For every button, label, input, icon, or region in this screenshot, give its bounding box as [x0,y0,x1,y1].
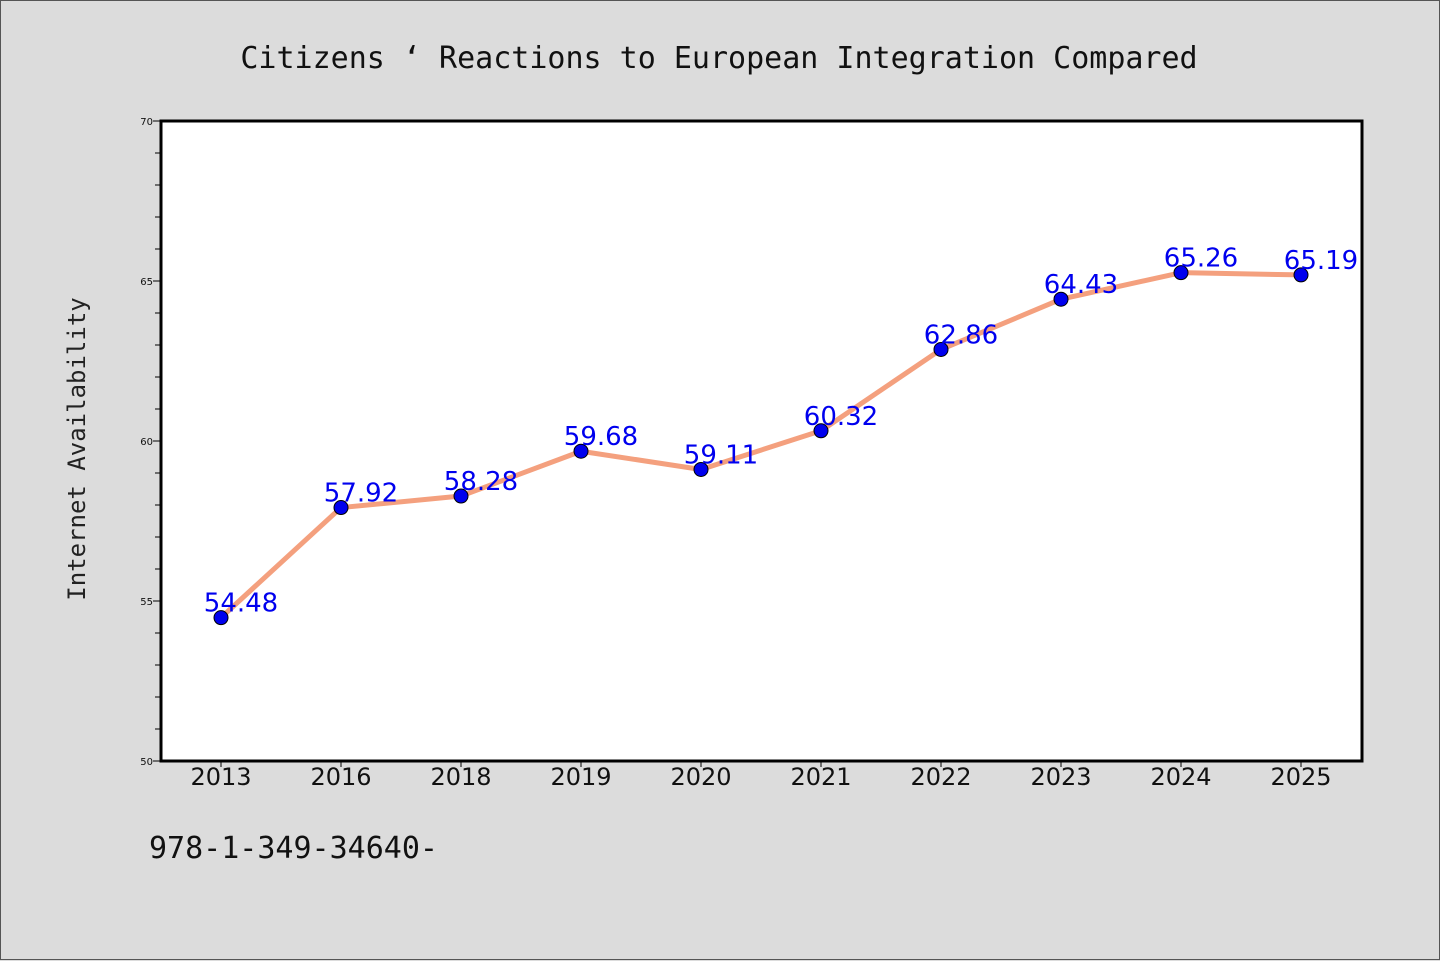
data-label: 65.19 [1284,246,1358,276]
series-layer: 54.48 57.92 58.28 59.68 59.11 60.32 62.86 64.43… [204,244,1358,626]
y-tick-label: 65 [140,277,153,288]
data-label: 62.86 [924,320,998,350]
data-label: 57.92 [324,479,398,509]
y-tick-label: 70 [140,117,153,128]
x-tick-label: 2021 [790,763,851,791]
data-point [933,341,949,357]
y-tick-label: 50 [140,757,153,768]
x-tick-label: 2018 [430,763,491,791]
x-tick-label: 2019 [550,763,611,791]
x-tick-label: 2025 [1270,763,1331,791]
data-label: 58.28 [444,467,518,497]
data-point [573,443,589,459]
data-label: 59.68 [564,422,638,452]
data-point [213,610,229,626]
footer-code: 978-1-349-34640- [149,831,438,866]
x-tick-label: 2024 [1150,763,1211,791]
data-point [453,488,469,504]
data-label: 54.48 [204,589,278,619]
x-tick-label: 2022 [910,763,971,791]
x-tick-label: 2023 [1030,763,1091,791]
data-point [333,500,349,516]
series-line [218,270,1304,621]
x-tick-label: 2013 [190,763,251,791]
data-label: 64.43 [1044,270,1118,300]
data-point [1053,291,1069,307]
data-label: 65.26 [1164,244,1238,274]
x-tick-label: 2016 [310,763,371,791]
plot-area [159,119,1364,763]
y-tick-label: 60 [140,437,153,448]
data-label: 60.32 [804,402,878,432]
data-point [1293,267,1309,283]
axis-ticks: 50 55 60 65 70 2013 2016 2018 2019 2020 2021 2022 20… [140,117,1331,791]
data-point [1173,265,1189,281]
data-point [813,423,829,439]
chart-title: Citizens ‘ Reactions to European Integra… [240,41,1197,76]
data-label: 59.11 [684,440,758,470]
y-tick-label: 55 [140,597,153,608]
x-tick-label: 2020 [670,763,731,791]
y-axis-label: Internet Availability [63,297,91,600]
data-point [693,461,709,477]
